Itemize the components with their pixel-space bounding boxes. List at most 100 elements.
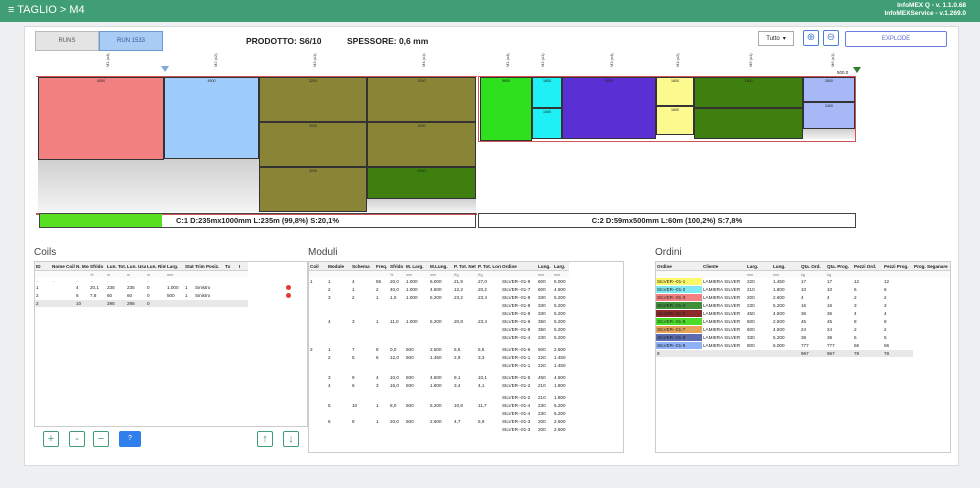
explode-button[interactable]: EXPLODE (845, 31, 947, 47)
cut-piece[interactable]: 1600 (656, 106, 694, 135)
cut-piece[interactable]: 4000 (38, 77, 164, 160)
cut-piece[interactable]: 6000 (562, 77, 656, 139)
table-row[interactable]: SILVER--01-3 LAMIERA SILVER 200 2.600 4 4 2 2 (656, 294, 913, 301)
upload-icon[interactable]: ↑ (257, 431, 273, 447)
version-info: InfoMEX Q - v. 1.1.0.68 InfoMEXService -… (884, 2, 966, 18)
table-cell (327, 271, 351, 278)
table-row[interactable]: 6 8 1 20,0 500 2.600 4,7 5,9 SILVER--01-3 200 2.60… (309, 418, 569, 425)
table-cell: LAMIERA SILVER (703, 319, 741, 324)
table-row[interactable]: 1 4 20,1 235 235 0 1.000 1 Sinistro (35, 284, 291, 291)
download-icon[interactable]: ↓ (283, 431, 299, 447)
table-cell: 210 (747, 287, 755, 292)
tab-bar: RUNS RUN 1533 (35, 31, 163, 51)
table-row[interactable]: SILVER--01-8 LAMIERA SILVER 330 5.200 38 38 5 5 (656, 334, 913, 341)
table-row[interactable]: SILVER--01-2 210 1.800 (309, 394, 569, 401)
breadcrumb[interactable]: ≡ TAGLIO > M4 (8, 4, 85, 16)
minus-icon[interactable]: - (69, 431, 85, 447)
table-row[interactable]: SILVER--01-1 LAMIERA SILVER 220 1.450 17 17 12… (656, 278, 913, 285)
cut-piece[interactable]: 3200 (259, 77, 367, 122)
table-cell: 1 (185, 293, 188, 298)
remove-icon[interactable]: − (93, 431, 109, 447)
table-cell (309, 362, 327, 369)
table-cell: 5,6 (478, 347, 485, 352)
coil2-marker-icon[interactable] (853, 67, 861, 73)
table-cell: 3 (884, 303, 887, 308)
table-row[interactable]: SILVER--01-9 LAMIERA SILVER 800 6.000 777 777… (656, 342, 913, 349)
filter-select[interactable]: Tutto ▾ (758, 31, 794, 46)
table-row[interactable]: 4 6 3 16,0 500 1.800 3,4 4,1 SILVER--01-2 210 1.80… (309, 382, 569, 389)
table-row[interactable]: SILVER--01-4 230 5.200 (309, 334, 569, 341)
info-button[interactable]: ? (119, 431, 141, 447)
table-row[interactable]: SILVER--01-8 350 5.200 (309, 326, 569, 333)
table-row[interactable]: SILVER--01-1 220 1.450 (309, 362, 569, 369)
table-cell: SILVER--01-8 (656, 334, 702, 341)
table-cell: 500 (406, 419, 414, 424)
table-row[interactable]: SILVER--01-6 LAMIERA SILVER 500 2.500 45 45 8 8 (656, 318, 913, 325)
cut-piece[interactable]: 1400 (532, 108, 562, 139)
coil2-length-label: 500.0 (837, 70, 849, 75)
table-cell: Sfrido (390, 263, 404, 269)
table-row[interactable]: 3 2 1 1,0 1.000 5.200 23,2 23,4 SILVER--01-8 330 5… (309, 294, 569, 301)
table-row[interactable]: 4 3 1 11,0 1.000 5.200 20,8 23,4 SILVER--01-6 350… (309, 318, 569, 325)
table-cell (309, 402, 327, 409)
tab-run-1533[interactable]: RUN 1533 (99, 31, 163, 51)
table-row[interactable]: 2 1 2 40,0 1.000 4.500 12,2 20,2 SILVER--01-7 600… (309, 286, 569, 293)
table-cell: 2.600 (554, 427, 566, 432)
cut-piece[interactable]: 4500 (164, 77, 259, 159)
zoom-in-icon[interactable]: ⊕ (803, 30, 819, 46)
table-row[interactable]: 3 9 4 10,0 500 4.500 9,1 10,1 SILVER--01-5 450 4.5… (309, 374, 569, 381)
table-cell: SILVER--01-8 (502, 311, 531, 316)
cut-piece[interactable]: 3200 (367, 122, 476, 167)
tab-runs[interactable]: RUNS (35, 31, 99, 51)
table-cell: 8 (376, 347, 379, 352)
table-units-row: mm mm kg kg (656, 271, 950, 278)
table-cell: SILVER--01-9 (502, 279, 531, 284)
cut-piece[interactable]: 3200 (367, 77, 476, 122)
ordini-section-title: Ordini (655, 247, 682, 258)
table-row[interactable]: 5 10 1 8,0 500 5.200 10,8 11,7 SILVER--01-4 230 5.… (309, 402, 569, 409)
table-row[interactable]: SILVER--01-8 330 5.200 (309, 310, 569, 317)
table-filter-row: ........................ (35, 278, 248, 284)
table-row[interactable]: SILVER--01-7 LAMIERA SILVER 600 4.500 24 24 2 2 (656, 326, 913, 333)
table-cell (351, 326, 375, 333)
zoom-out-icon[interactable]: ⊖ (823, 30, 839, 46)
cut-piece[interactable]: 2600 (803, 77, 855, 102)
table-row[interactable]: SILVER--01-8 330 5.200 (309, 302, 569, 309)
cut-piece[interactable]: 3200 (259, 122, 367, 167)
table-row[interactable]: 2 1 7 8 0,0 500 2.500 5,6 5,6 SILVER--01-6 500 2.50… (309, 346, 569, 353)
table-row[interactable]: SILVER--01-3 200 2.600 (309, 426, 569, 433)
table-cell: 500 (406, 383, 414, 388)
cut-piece[interactable] (694, 108, 803, 139)
coil1-marker-icon[interactable] (161, 66, 169, 72)
table-row[interactable]: SILVER--01-5 LAMIERA SILVER 450 4.500 36 36 4 4 (656, 310, 913, 317)
table-row[interactable]: SILVER--01-4 230 5.200 (309, 410, 569, 417)
table-cell: 230 (538, 403, 546, 408)
table-row[interactable]: 2 5 6 12,0 500 1.450 2,9 3,3 SILVER--01-1 220 1.45… (309, 354, 569, 361)
table-cell (853, 271, 883, 278)
cut-piece[interactable]: 1800 (532, 77, 562, 108)
cut-piece[interactable]: 3200 (367, 167, 476, 199)
table-row[interactable]: SILVER--01-2 LAMIERA SILVER 210 1.800 10 10 6 6 (656, 286, 913, 293)
table-row[interactable]: SILVER--01-4 LAMIERA SILVER 230 5.200 16 16 3 3 (656, 302, 913, 309)
table-row[interactable]: 2 6 7,8 60 60 0 500 1 Sinistro (35, 292, 291, 299)
table-cell (405, 394, 429, 401)
table-cell: ... (36, 279, 40, 283)
table-cell (746, 350, 772, 357)
table-cell: 0 (147, 301, 150, 306)
table-cell: Sinistro (195, 293, 211, 298)
add-icon[interactable]: + (43, 431, 59, 447)
table-cell (501, 271, 537, 278)
table-cell: 500 (406, 347, 414, 352)
table-cell: 20,8 (454, 319, 463, 324)
cut-piece[interactable]: 2400 (803, 102, 855, 129)
table-cell: Module (328, 263, 345, 269)
table-row[interactable]: 1 1 4 56 20,0 1.000 6.000 21,9 27,0 SILVER--01-9 6… (309, 278, 569, 285)
table-cell (375, 310, 389, 317)
cut-piece[interactable]: 1600 (656, 77, 694, 106)
table-cell: 23,2 (454, 295, 463, 300)
cut-piece[interactable]: 3200 (259, 167, 367, 212)
cut-piece[interactable]: 1500 (694, 77, 803, 108)
table-cell: SILVER--01-3 (656, 294, 702, 301)
cut-piece[interactable]: 5800 (480, 77, 532, 141)
table-cell: P. Tot. Lord (478, 263, 501, 269)
